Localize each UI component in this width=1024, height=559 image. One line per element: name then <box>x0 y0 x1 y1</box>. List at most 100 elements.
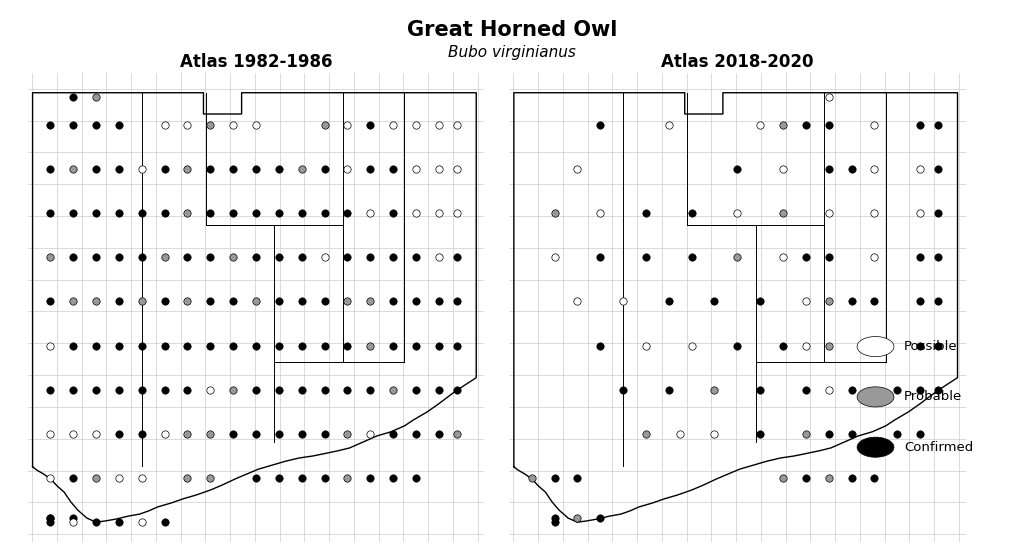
Point <box>798 120 814 129</box>
Point <box>430 164 446 173</box>
Point <box>569 297 586 306</box>
Point <box>844 385 860 394</box>
Point <box>385 385 401 394</box>
Point <box>339 385 355 394</box>
Point <box>820 120 837 129</box>
Point <box>775 120 792 129</box>
Point <box>42 253 58 262</box>
Point <box>88 385 104 394</box>
Point <box>449 209 465 217</box>
Point <box>42 518 58 527</box>
Point <box>270 164 287 173</box>
Point <box>752 385 768 394</box>
Point <box>930 297 946 306</box>
Point <box>707 385 723 394</box>
Point <box>42 164 58 173</box>
Point <box>592 253 608 262</box>
Point <box>592 209 608 217</box>
Point <box>362 164 379 173</box>
Point <box>316 385 333 394</box>
Point <box>866 209 883 217</box>
Point <box>225 164 242 173</box>
Point <box>225 297 242 306</box>
Title: Atlas 2018-2020: Atlas 2018-2020 <box>662 53 813 71</box>
Point <box>294 429 310 438</box>
Text: Great Horned Owl: Great Horned Owl <box>407 20 617 40</box>
Point <box>547 253 563 262</box>
Point <box>225 429 242 438</box>
Point <box>339 473 355 482</box>
Point <box>179 120 196 129</box>
Point <box>294 385 310 394</box>
Point <box>866 473 883 482</box>
Point <box>408 297 424 306</box>
Point <box>362 385 379 394</box>
Point <box>157 297 173 306</box>
Point <box>225 253 242 262</box>
Point <box>592 120 608 129</box>
Point <box>614 297 631 306</box>
Point <box>672 429 688 438</box>
Point <box>42 429 58 438</box>
Point <box>820 209 837 217</box>
Point <box>248 297 264 306</box>
Point <box>683 341 699 350</box>
Point <box>88 341 104 350</box>
Point <box>683 209 699 217</box>
Point <box>820 429 837 438</box>
Point <box>202 297 218 306</box>
Point <box>157 209 173 217</box>
Point <box>775 209 792 217</box>
Point <box>820 253 837 262</box>
Point <box>362 473 379 482</box>
Point <box>66 341 82 350</box>
Point <box>889 385 905 394</box>
Point <box>133 429 150 438</box>
Point <box>66 164 82 173</box>
Point <box>385 164 401 173</box>
Point <box>248 429 264 438</box>
Point <box>729 164 745 173</box>
Point <box>179 253 196 262</box>
Point <box>316 341 333 350</box>
Point <box>385 209 401 217</box>
Point <box>111 385 127 394</box>
Point <box>430 429 446 438</box>
Point <box>930 253 946 262</box>
Point <box>179 209 196 217</box>
Point <box>339 297 355 306</box>
Point <box>66 253 82 262</box>
Point <box>638 341 654 350</box>
Point <box>775 164 792 173</box>
Point <box>866 297 883 306</box>
Point <box>66 209 82 217</box>
Point <box>111 164 127 173</box>
Point <box>248 120 264 129</box>
Point <box>911 164 928 173</box>
Point <box>339 164 355 173</box>
Point <box>362 297 379 306</box>
Point <box>930 120 946 129</box>
Point <box>42 209 58 217</box>
Point <box>911 120 928 129</box>
Point <box>66 297 82 306</box>
Point <box>449 297 465 306</box>
Point <box>547 514 563 523</box>
Point <box>202 385 218 394</box>
Point <box>157 120 173 129</box>
Point <box>547 209 563 217</box>
Point <box>889 429 905 438</box>
Point <box>225 120 242 129</box>
Point <box>294 164 310 173</box>
Point <box>775 253 792 262</box>
Point <box>820 297 837 306</box>
Point <box>225 209 242 217</box>
Point <box>88 209 104 217</box>
Text: Probable: Probable <box>904 390 963 404</box>
Point <box>202 429 218 438</box>
Point <box>362 429 379 438</box>
Point <box>911 209 928 217</box>
Point <box>408 209 424 217</box>
Point <box>179 429 196 438</box>
Point <box>385 253 401 262</box>
